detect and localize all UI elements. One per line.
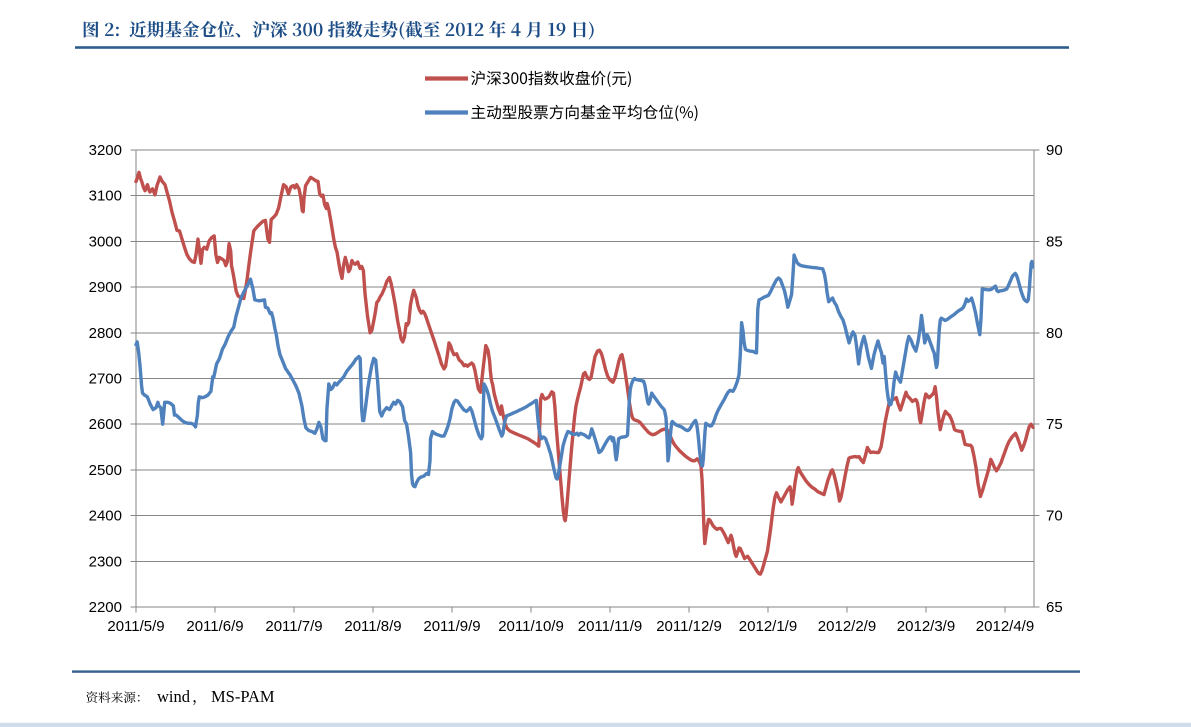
svg-text:2600: 2600 xyxy=(89,416,122,433)
svg-text:2011/11/9: 2011/11/9 xyxy=(578,618,643,635)
svg-text:2400: 2400 xyxy=(89,508,122,525)
svg-text:2012/4/9: 2012/4/9 xyxy=(976,618,1034,635)
svg-text:2300: 2300 xyxy=(89,553,122,570)
svg-text:3200: 3200 xyxy=(89,142,122,159)
svg-text:MS-PAM: MS-PAM xyxy=(211,687,275,706)
svg-text:70: 70 xyxy=(1046,508,1063,525)
svg-text:2012/2/9: 2012/2/9 xyxy=(818,618,876,635)
svg-text:2700: 2700 xyxy=(89,371,122,388)
svg-text:3000: 3000 xyxy=(89,233,122,250)
svg-text:2800: 2800 xyxy=(89,325,122,342)
svg-text:3100: 3100 xyxy=(89,188,122,205)
svg-text:2900: 2900 xyxy=(89,279,122,296)
svg-text:2012/1/9: 2012/1/9 xyxy=(739,618,797,635)
svg-text:2011/6/9: 2011/6/9 xyxy=(186,618,243,635)
svg-text:65: 65 xyxy=(1046,599,1063,616)
svg-text:2011/5/9: 2011/5/9 xyxy=(107,618,164,635)
svg-text:90: 90 xyxy=(1046,142,1063,159)
svg-text:80: 80 xyxy=(1046,325,1063,342)
svg-text:2011/12/9: 2011/12/9 xyxy=(656,618,722,635)
svg-text:2011/9/9: 2011/9/9 xyxy=(423,618,480,635)
svg-text:85: 85 xyxy=(1046,233,1063,250)
svg-text:2011/8/9: 2011/8/9 xyxy=(344,618,401,635)
svg-text:2200: 2200 xyxy=(89,599,122,616)
svg-text:2011/7/9: 2011/7/9 xyxy=(265,618,322,635)
svg-text:2012/3/9: 2012/3/9 xyxy=(897,618,955,635)
svg-text:wind: wind xyxy=(157,687,191,706)
svg-text:75: 75 xyxy=(1046,416,1063,433)
svg-text:2500: 2500 xyxy=(89,462,122,479)
svg-text:2011/10/9: 2011/10/9 xyxy=(498,618,564,635)
